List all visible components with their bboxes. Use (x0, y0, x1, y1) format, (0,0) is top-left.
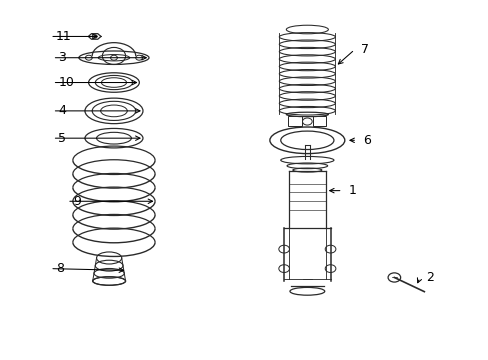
Text: 10: 10 (58, 76, 74, 89)
Text: 4: 4 (58, 104, 66, 117)
Text: 11: 11 (56, 30, 72, 43)
Text: 6: 6 (362, 134, 370, 147)
Text: 9: 9 (73, 195, 81, 208)
Text: 5: 5 (58, 132, 66, 145)
Text: 1: 1 (348, 184, 356, 197)
Text: 7: 7 (360, 43, 368, 56)
Text: 3: 3 (58, 51, 66, 64)
Text: 8: 8 (56, 262, 64, 275)
Text: 2: 2 (425, 271, 433, 284)
